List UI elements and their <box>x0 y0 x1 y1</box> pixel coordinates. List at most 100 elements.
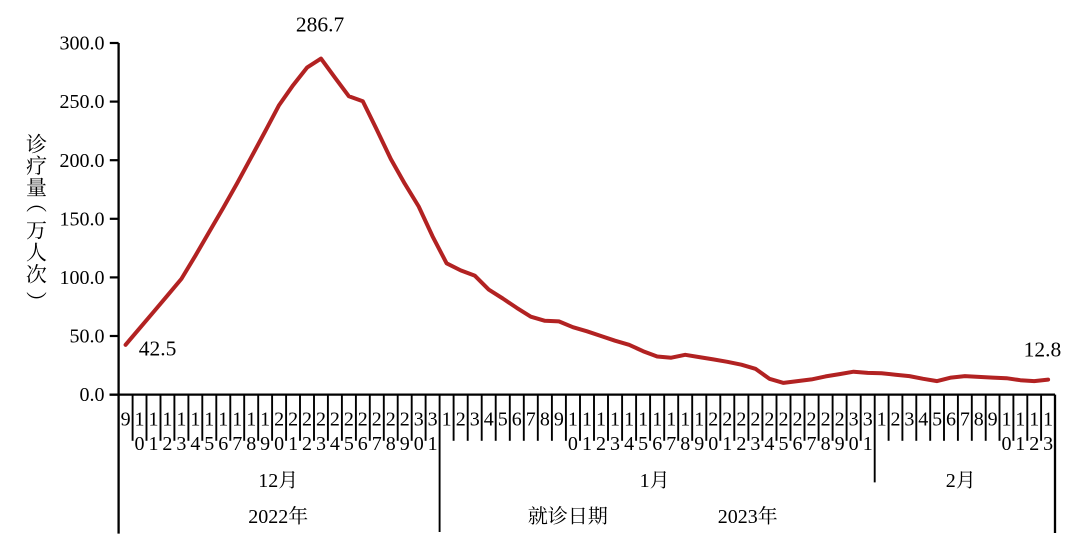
svg-text:5: 5 <box>932 409 942 431</box>
svg-text:9: 9 <box>988 409 998 431</box>
svg-text:2: 2 <box>891 409 901 431</box>
svg-text:7: 7 <box>232 433 242 455</box>
svg-text:1: 1 <box>260 409 270 431</box>
svg-text:1: 1 <box>1015 433 1025 455</box>
svg-text:2: 2 <box>330 409 340 431</box>
svg-text:8: 8 <box>540 409 550 431</box>
svg-text:1: 1 <box>877 409 887 431</box>
svg-text:1: 1 <box>666 409 676 431</box>
svg-text:1: 1 <box>190 409 200 431</box>
svg-text:0: 0 <box>135 433 145 455</box>
svg-text:1: 1 <box>149 433 159 455</box>
svg-text:6: 6 <box>218 433 228 455</box>
svg-text:1: 1 <box>1029 409 1039 431</box>
svg-text:4: 4 <box>918 409 928 431</box>
svg-text:7: 7 <box>526 409 536 431</box>
svg-text:1: 1 <box>638 409 648 431</box>
svg-text:0: 0 <box>568 433 578 455</box>
svg-text:1: 1 <box>680 409 690 431</box>
svg-text:1: 1 <box>149 409 159 431</box>
svg-text:2022: 2022 <box>248 506 288 528</box>
svg-text:2: 2 <box>736 433 746 455</box>
svg-text:2: 2 <box>793 409 803 431</box>
svg-text:250.0: 250.0 <box>60 91 105 113</box>
svg-text:1: 1 <box>694 409 704 431</box>
svg-text:1: 1 <box>582 409 592 431</box>
svg-text:2: 2 <box>764 409 774 431</box>
svg-text:3: 3 <box>610 433 620 455</box>
svg-text:1: 1 <box>863 433 873 455</box>
svg-text:0: 0 <box>849 433 859 455</box>
svg-text:3: 3 <box>1043 433 1053 455</box>
svg-text:0: 0 <box>1002 433 1012 455</box>
svg-text:1: 1 <box>1043 409 1053 431</box>
svg-text:2: 2 <box>708 409 718 431</box>
svg-text:2: 2 <box>821 409 831 431</box>
svg-text:2: 2 <box>372 409 382 431</box>
svg-text:3: 3 <box>904 409 914 431</box>
svg-text:7: 7 <box>960 409 970 431</box>
svg-text:42.5: 42.5 <box>139 336 177 360</box>
svg-text:1: 1 <box>568 409 578 431</box>
svg-text:1: 1 <box>442 409 452 431</box>
svg-text:5: 5 <box>344 433 354 455</box>
svg-text:2: 2 <box>302 433 312 455</box>
svg-text:2: 2 <box>1029 433 1039 455</box>
svg-text:8: 8 <box>386 433 396 455</box>
svg-text:0: 0 <box>708 433 718 455</box>
svg-text:50.0: 50.0 <box>70 326 105 348</box>
svg-text:8: 8 <box>680 433 690 455</box>
svg-text:2: 2 <box>722 409 732 431</box>
svg-text:12.8: 12.8 <box>1024 337 1062 361</box>
svg-text:1: 1 <box>582 433 592 455</box>
svg-text:150.0: 150.0 <box>60 208 105 230</box>
svg-text:1: 1 <box>218 409 228 431</box>
svg-text:2: 2 <box>344 409 354 431</box>
svg-text:9: 9 <box>400 433 410 455</box>
svg-text:0.0: 0.0 <box>80 384 105 406</box>
svg-text:9: 9 <box>694 433 704 455</box>
svg-text:1: 1 <box>288 433 298 455</box>
svg-text:5: 5 <box>779 433 789 455</box>
svg-text:4: 4 <box>330 433 340 455</box>
svg-text:100.0: 100.0 <box>60 267 105 289</box>
svg-text:5: 5 <box>498 409 508 431</box>
svg-text:9: 9 <box>260 433 270 455</box>
svg-text:9: 9 <box>554 409 564 431</box>
svg-text:12: 12 <box>258 470 278 492</box>
svg-text:8: 8 <box>246 433 256 455</box>
svg-text:0: 0 <box>274 433 284 455</box>
svg-text:1: 1 <box>176 409 186 431</box>
svg-text:2023: 2023 <box>718 506 758 528</box>
svg-text:9: 9 <box>121 409 131 431</box>
svg-text:9: 9 <box>835 433 845 455</box>
svg-text:1: 1 <box>596 409 606 431</box>
svg-text:1: 1 <box>652 409 662 431</box>
svg-text:2: 2 <box>302 409 312 431</box>
svg-text:7: 7 <box>666 433 676 455</box>
svg-text:3: 3 <box>428 409 438 431</box>
svg-text:300.0: 300.0 <box>60 33 105 55</box>
svg-text:2: 2 <box>288 409 298 431</box>
svg-text:1: 1 <box>610 409 620 431</box>
svg-text:3: 3 <box>863 409 873 431</box>
svg-text:286.7: 286.7 <box>296 13 345 37</box>
svg-text:2: 2 <box>358 409 368 431</box>
svg-text:1: 1 <box>204 409 214 431</box>
svg-text:2: 2 <box>274 409 284 431</box>
svg-text:3: 3 <box>470 409 480 431</box>
svg-text:5: 5 <box>638 433 648 455</box>
svg-text:6: 6 <box>946 409 956 431</box>
svg-text:1: 1 <box>162 409 172 431</box>
svg-text:6: 6 <box>358 433 368 455</box>
svg-text:7: 7 <box>372 433 382 455</box>
svg-text:1: 1 <box>640 470 650 492</box>
svg-text:4: 4 <box>764 433 774 455</box>
svg-text:4: 4 <box>484 409 494 431</box>
svg-text:1: 1 <box>232 409 242 431</box>
svg-text:2: 2 <box>386 409 396 431</box>
svg-text:0: 0 <box>414 433 424 455</box>
svg-text:4: 4 <box>624 433 634 455</box>
svg-text:3: 3 <box>414 409 424 431</box>
svg-text:3: 3 <box>849 409 859 431</box>
